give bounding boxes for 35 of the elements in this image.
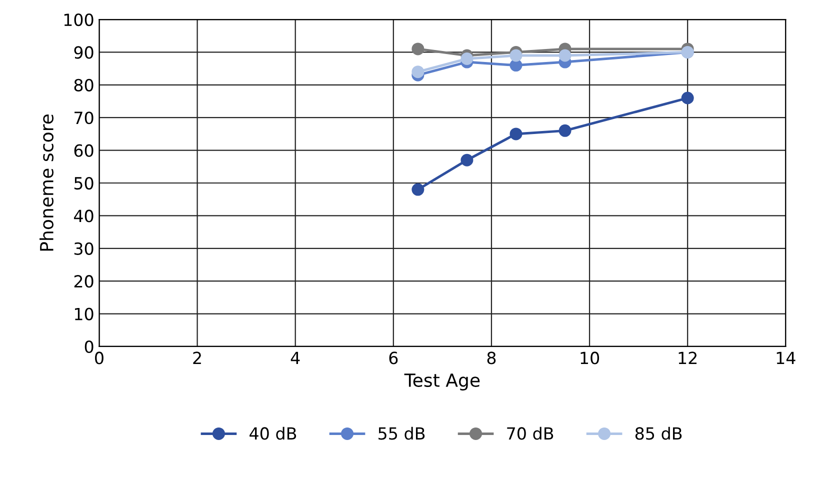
- point: [558, 49, 572, 62]
- x-tick-label: 10: [580, 352, 600, 364]
- legend-label: 55 dB: [378, 426, 425, 440]
- point: [510, 49, 522, 62]
- legend-label: 40 dB: [250, 426, 296, 440]
- point: [412, 42, 424, 56]
- y-tick-label: 100: [64, 13, 94, 26]
- x-tick-label: 6: [389, 352, 398, 364]
- point: [412, 183, 424, 196]
- legend-label: 85 dB: [635, 426, 682, 440]
- y-tick-label: 70: [74, 112, 94, 124]
- y-tick-label: 30: [74, 242, 94, 255]
- point: [412, 66, 424, 78]
- point: [460, 52, 474, 66]
- y-tick-label: 60: [74, 144, 94, 157]
- y-tick-label: 20: [74, 275, 94, 288]
- point: [681, 92, 694, 104]
- y-axis-title: Phoneme score: [40, 114, 54, 251]
- x-tick-label: 12: [678, 352, 697, 364]
- point: [558, 124, 572, 137]
- x-tick-label: 0: [95, 352, 104, 364]
- y-tick-label: 0: [84, 340, 94, 354]
- y-tick-label: 90: [74, 46, 94, 59]
- legend-label: 70 dB: [507, 426, 554, 440]
- x-tick-label: 8: [487, 352, 496, 364]
- y-tick-label: 50: [74, 176, 94, 190]
- x-tick-label: 4: [290, 352, 300, 364]
- x-tick-label: 2: [193, 352, 201, 364]
- y-tick-label: 40: [74, 210, 94, 222]
- point: [460, 154, 474, 166]
- y-tick-label: 10: [75, 308, 94, 320]
- point: [510, 128, 522, 140]
- y-tick-label: 80: [74, 78, 94, 92]
- x-axis-title: Test Age: [404, 374, 480, 390]
- x-tick-label: 14: [776, 352, 796, 364]
